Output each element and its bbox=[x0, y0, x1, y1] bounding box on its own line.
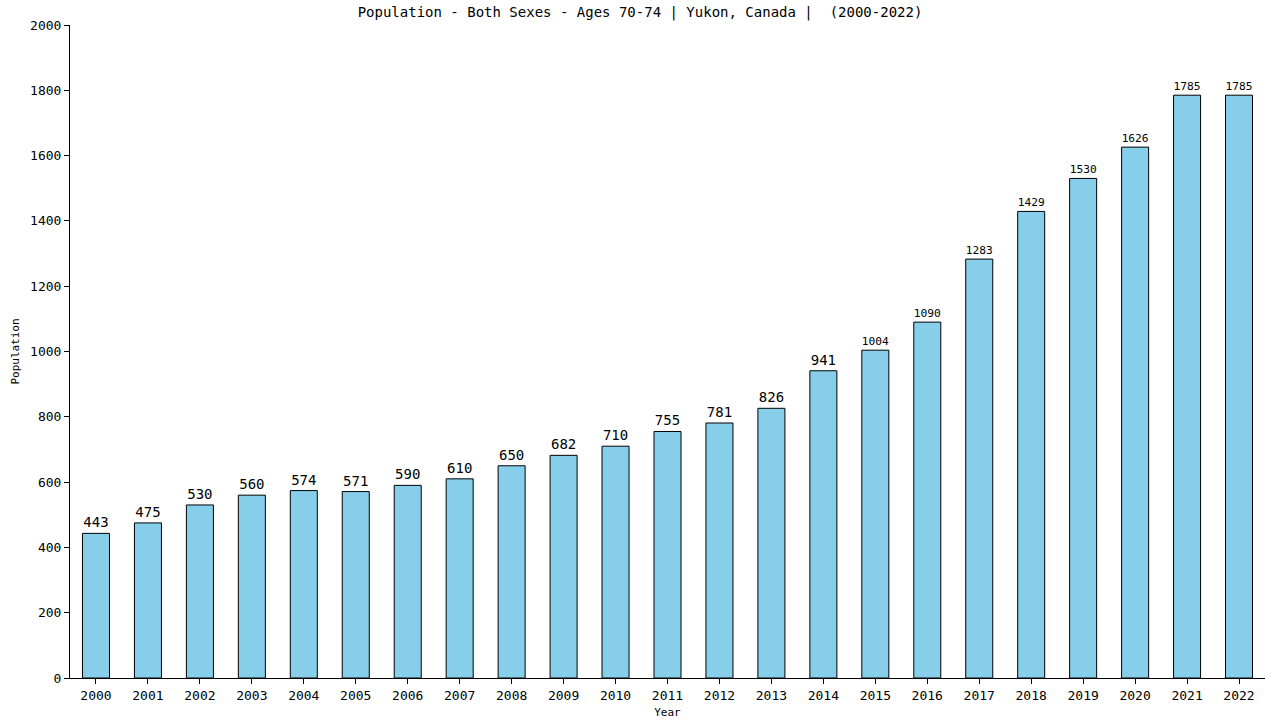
svg-text:530: 530 bbox=[187, 486, 212, 502]
svg-text:1090: 1090 bbox=[914, 307, 941, 320]
svg-text:2009: 2009 bbox=[548, 688, 579, 703]
svg-text:2000: 2000 bbox=[30, 18, 61, 33]
svg-text:2019: 2019 bbox=[1067, 688, 1098, 703]
svg-text:2008: 2008 bbox=[496, 688, 527, 703]
svg-text:1530: 1530 bbox=[1070, 163, 1097, 176]
svg-text:560: 560 bbox=[239, 476, 264, 492]
svg-text:2011: 2011 bbox=[652, 688, 683, 703]
svg-text:2005: 2005 bbox=[340, 688, 371, 703]
svg-text:800: 800 bbox=[38, 409, 61, 424]
svg-text:2006: 2006 bbox=[392, 688, 423, 703]
svg-text:1785: 1785 bbox=[1174, 80, 1201, 93]
svg-text:590: 590 bbox=[395, 466, 420, 482]
svg-text:2021: 2021 bbox=[1171, 688, 1202, 703]
svg-text:0: 0 bbox=[54, 671, 62, 686]
svg-text:2003: 2003 bbox=[236, 688, 267, 703]
svg-text:710: 710 bbox=[603, 427, 628, 443]
svg-text:1283: 1283 bbox=[966, 244, 993, 257]
svg-text:755: 755 bbox=[655, 412, 680, 428]
svg-text:1626: 1626 bbox=[1122, 132, 1149, 145]
svg-text:2014: 2014 bbox=[808, 688, 839, 703]
svg-text:443: 443 bbox=[83, 514, 108, 530]
svg-text:2002: 2002 bbox=[184, 688, 215, 703]
svg-text:1429: 1429 bbox=[1018, 196, 1045, 209]
svg-text:1800: 1800 bbox=[30, 83, 61, 98]
svg-text:200: 200 bbox=[38, 605, 61, 620]
svg-text:Population: Population bbox=[9, 318, 22, 384]
svg-text:2001: 2001 bbox=[132, 688, 163, 703]
svg-text:2010: 2010 bbox=[600, 688, 631, 703]
svg-text:571: 571 bbox=[343, 473, 368, 489]
svg-text:1200: 1200 bbox=[30, 279, 61, 294]
svg-text:610: 610 bbox=[447, 460, 472, 476]
svg-text:2015: 2015 bbox=[860, 688, 891, 703]
svg-text:2016: 2016 bbox=[912, 688, 943, 703]
svg-text:2000: 2000 bbox=[80, 688, 111, 703]
svg-text:2013: 2013 bbox=[756, 688, 787, 703]
svg-text:1000: 1000 bbox=[30, 344, 61, 359]
svg-text:475: 475 bbox=[135, 504, 160, 520]
svg-text:781: 781 bbox=[707, 404, 732, 420]
svg-text:574: 574 bbox=[291, 472, 316, 488]
svg-text:2018: 2018 bbox=[1016, 688, 1047, 703]
svg-text:400: 400 bbox=[38, 540, 61, 555]
svg-text:1400: 1400 bbox=[30, 213, 61, 228]
svg-text:1004: 1004 bbox=[862, 335, 889, 348]
svg-text:Year: Year bbox=[654, 706, 681, 719]
svg-text:2004: 2004 bbox=[288, 688, 319, 703]
svg-text:2012: 2012 bbox=[704, 688, 735, 703]
svg-text:2017: 2017 bbox=[964, 688, 995, 703]
svg-text:650: 650 bbox=[499, 447, 524, 463]
svg-text:Population - Both Sexes - Ages: Population - Both Sexes - Ages 70-74 | Y… bbox=[358, 4, 923, 21]
svg-text:2022: 2022 bbox=[1223, 688, 1254, 703]
svg-text:1785: 1785 bbox=[1226, 80, 1253, 93]
svg-text:2007: 2007 bbox=[444, 688, 475, 703]
svg-text:826: 826 bbox=[759, 389, 784, 405]
svg-text:2020: 2020 bbox=[1119, 688, 1150, 703]
svg-text:600: 600 bbox=[38, 475, 61, 490]
svg-text:1600: 1600 bbox=[30, 148, 61, 163]
svg-text:682: 682 bbox=[551, 436, 576, 452]
svg-text:941: 941 bbox=[811, 352, 836, 368]
